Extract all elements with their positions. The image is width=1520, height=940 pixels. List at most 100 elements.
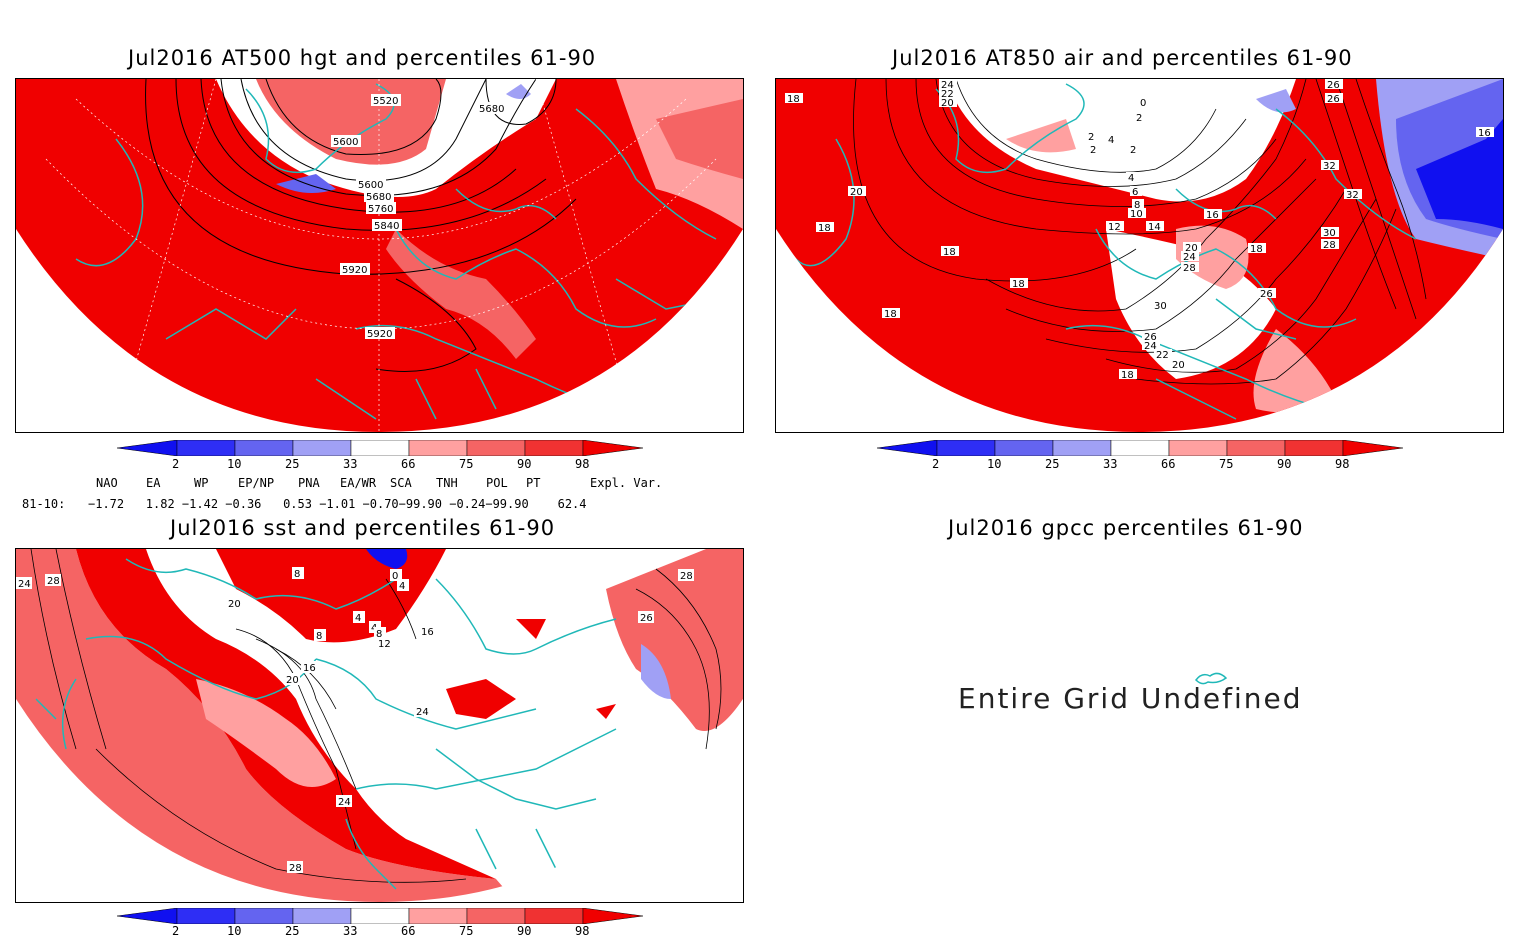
index-name: POL xyxy=(486,476,508,490)
sst-high-anomaly xyxy=(446,619,616,719)
gpcc-panel-title: Jul2016 gpcc percentiles 61-90 xyxy=(948,516,1304,540)
index-name: EP/NP xyxy=(238,476,275,490)
svg-text:5600: 5600 xyxy=(333,137,358,148)
svg-text:4: 4 xyxy=(1128,173,1134,184)
svg-text:8: 8 xyxy=(376,629,382,640)
sst-panel-title: Jul2016 sst and percentiles 61-90 xyxy=(170,516,556,540)
sst-contours xyxy=(30,549,722,883)
svg-text:8: 8 xyxy=(316,631,322,642)
svg-text:5680: 5680 xyxy=(479,104,504,115)
sst-map: 24 28 20 8 4 4 8 12 16 20 24 24 28 28 26… xyxy=(16,549,743,902)
svg-text:12: 12 xyxy=(378,639,391,650)
svg-text:18: 18 xyxy=(1121,370,1134,381)
normal-anomaly-area xyxy=(946,79,1296,202)
air-panel-title: Jul2016 AT850 air and percentiles 61-90 xyxy=(892,46,1353,70)
tick-label: 10 xyxy=(987,457,1002,471)
svg-text:2: 2 xyxy=(1088,132,1094,143)
light-anomaly-area xyxy=(196,679,336,787)
index-name: NAO xyxy=(96,476,118,490)
tick-label: 75 xyxy=(459,457,474,471)
svg-text:28: 28 xyxy=(1183,263,1196,274)
index-values: −1.72 1.82 −1.42 −0.36 0.53 −1.01 −0.70−… xyxy=(88,497,587,511)
svg-text:20: 20 xyxy=(1172,360,1185,371)
index-name: TNH xyxy=(436,476,458,490)
sst-contour-labels: 24 28 20 8 4 4 8 12 16 20 24 24 28 28 26… xyxy=(16,567,694,874)
svg-text:30: 30 xyxy=(1154,301,1167,312)
air-contour-labels: 24 22 20 18 0 2 2 4 2 2 4 6 8 10 12 14 1… xyxy=(785,79,1494,381)
tick-label: 2 xyxy=(172,457,180,471)
svg-text:8: 8 xyxy=(1134,200,1140,211)
hgt-colorbar: 2 10 25 33 66 75 90 98 xyxy=(116,439,647,474)
index-name: PNA xyxy=(298,476,320,490)
svg-text:14: 14 xyxy=(1148,222,1161,233)
hgt-panel-title: Jul2016 AT500 hgt and percentiles 61-90 xyxy=(128,46,597,70)
index-name: PT xyxy=(526,476,541,490)
svg-text:26: 26 xyxy=(640,613,653,624)
svg-text:24: 24 xyxy=(338,797,351,808)
air-map-panel: 24 22 20 18 0 2 2 4 2 2 4 6 8 10 12 14 1… xyxy=(775,78,1504,433)
tick-label: 10 xyxy=(227,924,242,938)
svg-text:24: 24 xyxy=(18,579,31,590)
tick-label: 33 xyxy=(343,924,358,938)
svg-text:5920: 5920 xyxy=(367,329,392,340)
moderate-anomaly-area xyxy=(656,99,743,179)
tick-label: 2 xyxy=(932,457,940,471)
svg-text:20: 20 xyxy=(286,675,299,686)
tick-label: 25 xyxy=(1045,457,1060,471)
svg-text:26: 26 xyxy=(1144,332,1157,343)
svg-text:22: 22 xyxy=(1156,350,1169,361)
svg-text:12: 12 xyxy=(1108,222,1121,233)
index-name: EA/WR xyxy=(340,476,377,490)
svg-text:4: 4 xyxy=(399,581,405,592)
sst-high-anomaly xyxy=(216,549,446,643)
tick-label: 66 xyxy=(401,924,416,938)
svg-text:2: 2 xyxy=(1136,113,1142,124)
tick-label: 90 xyxy=(517,457,532,471)
sst-high-anomaly xyxy=(76,549,496,879)
index-name: EA xyxy=(146,476,161,490)
svg-text:28: 28 xyxy=(1323,240,1336,251)
colorbar-swatches xyxy=(116,439,644,457)
tick-label: 66 xyxy=(1161,457,1176,471)
svg-text:18: 18 xyxy=(1250,244,1263,255)
svg-text:16: 16 xyxy=(1206,210,1219,221)
strong-below-normal-area xyxy=(1416,119,1503,229)
index-name: Expl. Var. xyxy=(590,476,663,490)
air-map: 24 22 20 18 0 2 2 4 2 2 4 6 8 10 12 14 1… xyxy=(776,79,1503,432)
svg-text:32: 32 xyxy=(1346,190,1359,201)
svg-text:32: 32 xyxy=(1323,161,1336,172)
svg-text:16: 16 xyxy=(303,663,316,674)
hgt-map-panel: 5520 5680 5600 5600 5680 5760 5840 5920 … xyxy=(15,78,744,433)
svg-text:10: 10 xyxy=(1130,209,1143,220)
colorbar-swatches xyxy=(876,439,1404,457)
tick-label: 66 xyxy=(401,457,416,471)
moderate-anomaly-area xyxy=(386,229,536,359)
air-colorbar: 2 10 25 33 66 75 90 98 xyxy=(876,439,1407,474)
svg-text:16: 16 xyxy=(421,627,434,638)
tick-label: 90 xyxy=(1277,457,1292,471)
svg-text:20: 20 xyxy=(1185,243,1198,254)
sst-map-panel: 24 28 20 8 4 4 8 12 16 20 24 24 28 28 26… xyxy=(15,548,744,903)
index-name: WP xyxy=(194,476,209,490)
svg-text:5840: 5840 xyxy=(374,221,399,232)
svg-text:24: 24 xyxy=(1144,341,1157,352)
tick-label: 98 xyxy=(1335,457,1350,471)
tick-label: 90 xyxy=(517,924,532,938)
svg-text:2: 2 xyxy=(1130,145,1136,156)
svg-text:24: 24 xyxy=(941,80,954,91)
tick-label: 25 xyxy=(285,457,300,471)
hgt-contour-labels: 5520 5680 5600 5600 5680 5760 5840 5920 … xyxy=(331,94,507,340)
svg-text:26: 26 xyxy=(1327,94,1340,105)
tick-label: 33 xyxy=(343,457,358,471)
index-name: SCA xyxy=(390,476,412,490)
svg-text:20: 20 xyxy=(228,599,241,610)
svg-text:28: 28 xyxy=(289,863,302,874)
svg-text:6: 6 xyxy=(1132,187,1138,198)
index-period-label: 81-10: xyxy=(22,497,66,511)
sst-colorbar: 2 10 25 33 66 75 90 98 xyxy=(116,907,647,940)
svg-text:2: 2 xyxy=(1090,145,1096,156)
svg-text:30: 30 xyxy=(1323,228,1336,239)
below-normal-area xyxy=(641,644,671,699)
svg-text:18: 18 xyxy=(818,223,831,234)
svg-text:18: 18 xyxy=(884,309,897,320)
